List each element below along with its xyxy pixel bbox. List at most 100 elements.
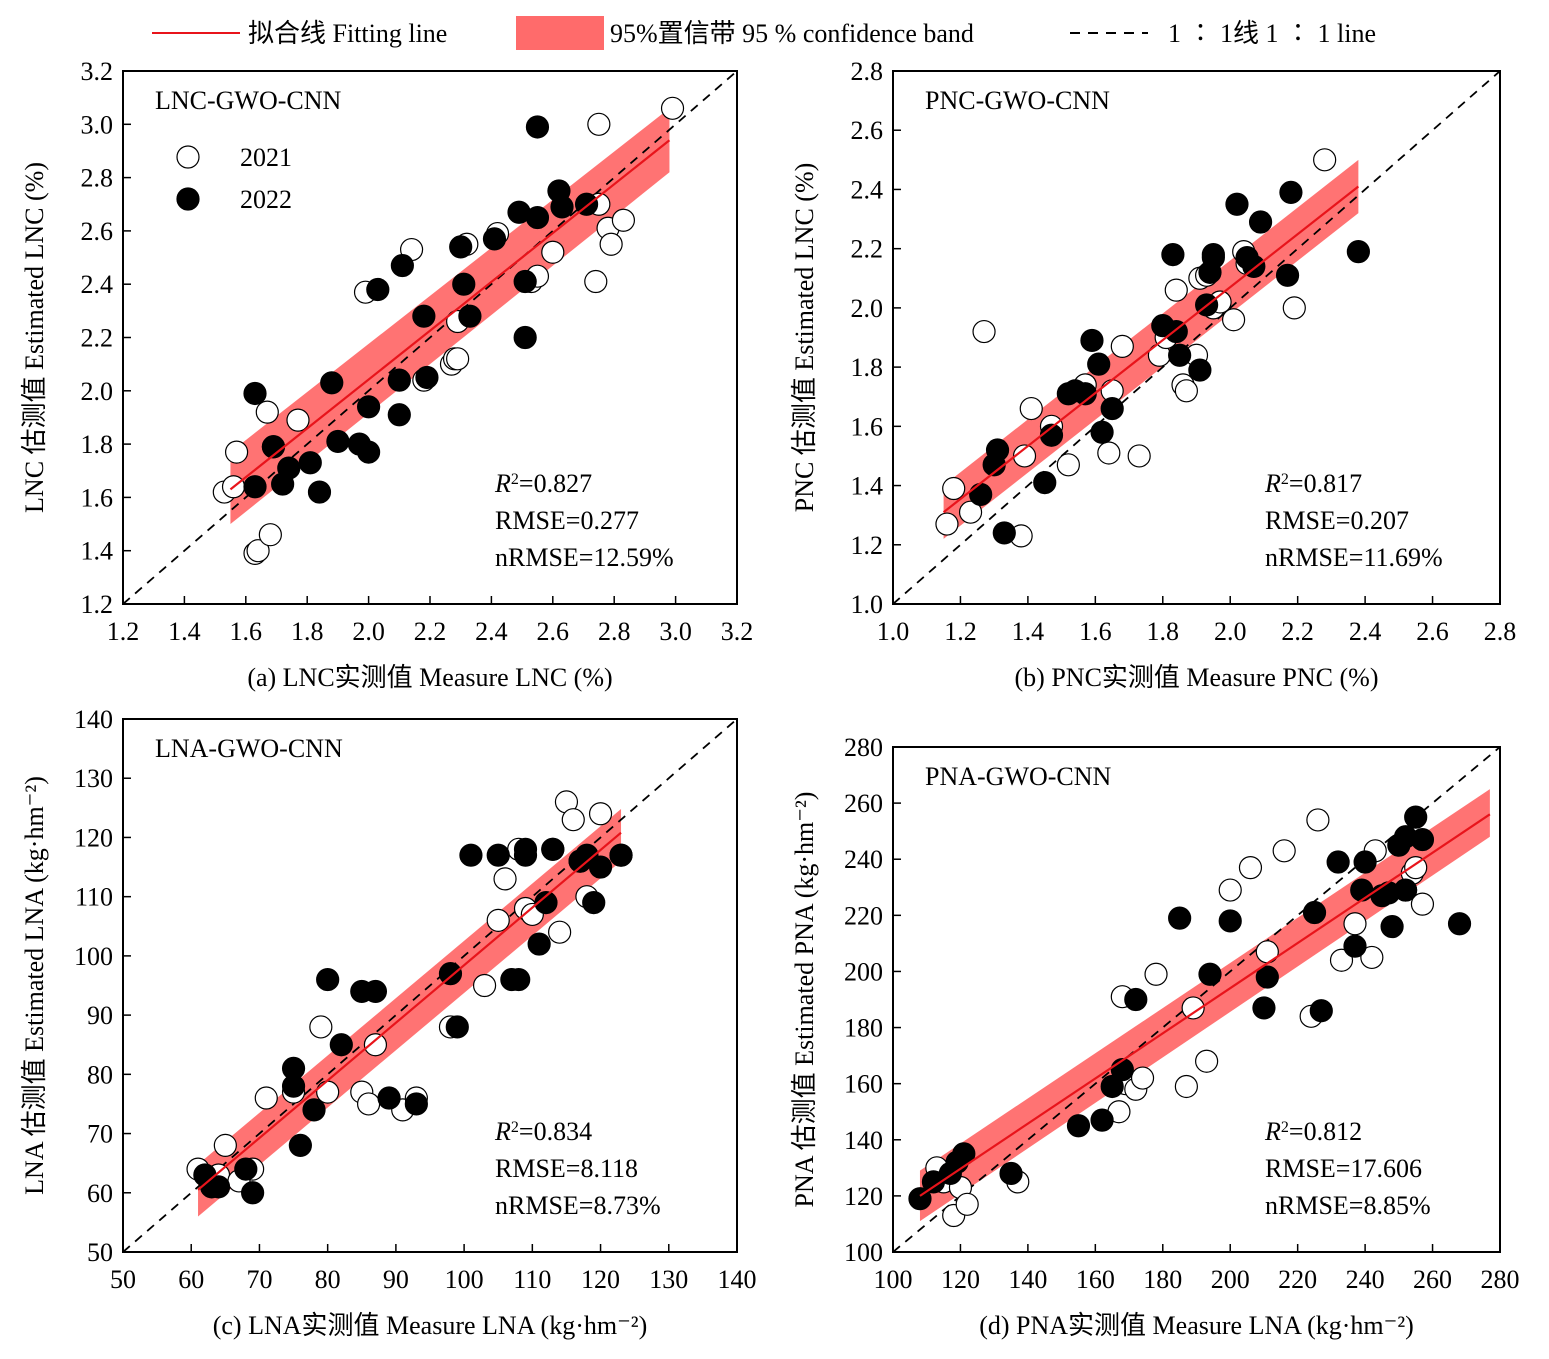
point-2021-b	[972, 319, 996, 344]
panel-d-ylabel: PNA 估测值 Estimated PNA (kg·hm⁻²)	[790, 792, 819, 1208]
fitting-line-b	[942, 185, 1360, 514]
x-tick-label-b: 2.0	[1214, 617, 1247, 646]
panel-a-title: LNC-GWO-CNN	[155, 86, 342, 115]
point-2022-c	[527, 932, 551, 956]
y-tick-label-c: 130	[74, 764, 113, 793]
y-tick-label-a: 2.6	[81, 217, 114, 246]
panel-c-rmse: RMSE=8.118	[495, 1154, 638, 1183]
y-tick-label-c: 120	[74, 823, 113, 852]
x-tick-label-d: 280	[1481, 1265, 1520, 1294]
point-2022-a	[412, 304, 436, 328]
point-2021-a	[286, 408, 310, 432]
point-2021-c	[357, 1092, 381, 1116]
point-2022-d	[1302, 900, 1327, 925]
x-tick-label-c: 110	[513, 1265, 551, 1294]
legend-label-2021: 2021	[240, 143, 292, 172]
point-2021-c	[363, 1033, 388, 1057]
x-tick-label-b: 1.0	[877, 617, 910, 646]
panel-d-r2-value: 0.812	[1304, 1117, 1363, 1146]
y-tick-label-a: 1.4	[81, 537, 114, 566]
y-tick-label-a: 2.2	[81, 324, 114, 353]
y-tick-label-c: 60	[87, 1179, 113, 1208]
point-2022-a	[482, 227, 507, 251]
plot-frame-b	[892, 70, 1501, 605]
y-tick-label-b: 2.8	[851, 57, 884, 86]
point-2021-d	[1410, 892, 1435, 916]
panel-d-xlabel: (d) PNA实测值 Measure LNA (kg·hm⁻²)	[979, 1311, 1414, 1340]
point-2021-d	[1144, 962, 1168, 986]
point-2022-c	[513, 843, 538, 867]
x-tick-label-c: 120	[581, 1265, 620, 1294]
y-tick-label-d: 200	[844, 957, 883, 986]
panel-c-ylabel: LNA 估测值 Estimated LNA (kg·hm⁻²)	[20, 776, 49, 1195]
point-2022-a	[550, 195, 574, 219]
point-2022-b	[1033, 470, 1057, 495]
panel-c-xlabel: (c) LNA实测值 Measure LNA (kg·hm⁻²)	[213, 1311, 648, 1340]
y-tick-label-d: 280	[844, 733, 883, 762]
point-2022-b	[1275, 263, 1300, 287]
point-2022-a	[525, 205, 550, 230]
point-2021-a	[584, 269, 608, 294]
point-2021-a	[224, 440, 249, 464]
point-2021-b	[1056, 453, 1080, 477]
y-tick-label-c: 80	[87, 1060, 113, 1089]
point-2022-a	[357, 440, 381, 464]
panel-b-r2-value: 0.817	[1304, 469, 1363, 498]
panel-a-lnc: 1.2 1.4 1.6 1.8 2.0 2.2 2.4 2.6 2.8 3.0 3.2 1.2 1.4 1…	[20, 57, 753, 692]
point-2022-c	[486, 843, 510, 867]
point-2021-b	[1127, 444, 1151, 468]
point-2022-c	[582, 890, 606, 915]
point-2021-c	[493, 867, 517, 891]
x-tick-label-c: 80	[315, 1265, 341, 1294]
point-2021-a	[611, 208, 636, 232]
y-tick-label-c: 100	[74, 942, 113, 971]
point-2022-d	[1393, 878, 1418, 902]
point-2022-a	[513, 269, 537, 294]
one-to-one-line-b	[893, 71, 1500, 604]
point-2021-a	[660, 96, 685, 120]
point-2022-d	[1090, 1108, 1114, 1132]
point-2022-d	[1447, 912, 1472, 936]
point-2022-b	[1100, 396, 1124, 421]
point-2022-a	[243, 475, 267, 499]
x-tick-label-a: 1.2	[107, 617, 140, 646]
point-2021-a	[541, 240, 565, 264]
x-tick-label-b: 2.8	[1484, 617, 1517, 646]
x-tick-label-d: 180	[1143, 1265, 1182, 1294]
point-2022-c	[241, 1181, 265, 1205]
point-2022-a	[458, 304, 482, 328]
point-2022-d	[1343, 934, 1367, 958]
x-tick-label-d: 120	[941, 1265, 980, 1294]
point-2022-c	[377, 1086, 401, 1110]
panel-b-nrmse: nRMSE=11.69%	[1265, 543, 1443, 572]
point-2021-c	[548, 920, 572, 944]
point-2022-d	[1353, 850, 1377, 874]
x-tick-label-d: 160	[1076, 1265, 1115, 1294]
panel-d-nrmse: nRMSE=8.85%	[1265, 1191, 1431, 1220]
point-2022-a	[277, 456, 301, 480]
y-tick-label-c: 70	[87, 1120, 113, 1149]
y-tick-label-b: 1.0	[851, 590, 884, 619]
x-tick-label-c: 140	[718, 1265, 757, 1294]
point-2022-c	[288, 1133, 312, 1158]
x-tick-label-a: 2.8	[598, 617, 631, 646]
x-tick-label-d: 260	[1413, 1265, 1452, 1294]
panel-c-r2-value: 0.834	[534, 1117, 593, 1146]
point-2021-b	[1097, 441, 1121, 465]
x-tick-label-c: 90	[383, 1265, 409, 1294]
point-2022-d	[1110, 1058, 1134, 1082]
point-2022-d	[999, 1161, 1023, 1186]
panel-b-pnc: 1.0 1.2 1.4 1.6 1.8 2.0 2.2 2.4 2.6 2.8 1.0 1.2 1.4 1…	[790, 57, 1516, 692]
point-2021-a	[255, 400, 279, 424]
x-tick-label-c: 60	[178, 1265, 204, 1294]
y-tick-label-b: 2.2	[851, 235, 884, 264]
panel-d-pna: 100 120 140 160 180 200 220 240 260 280 100 120 140 1…	[790, 733, 1520, 1340]
legend-label-2022: 2022	[240, 185, 292, 214]
legend-marker-2021	[176, 145, 200, 169]
panel-a-rmse: RMSE=0.277	[495, 506, 639, 535]
x-tick-label-a: 1.6	[230, 617, 263, 646]
panel-c-nrmse: nRMSE=8.73%	[495, 1191, 661, 1220]
point-2022-b	[1080, 328, 1104, 353]
point-2022-d	[1124, 987, 1148, 1012]
